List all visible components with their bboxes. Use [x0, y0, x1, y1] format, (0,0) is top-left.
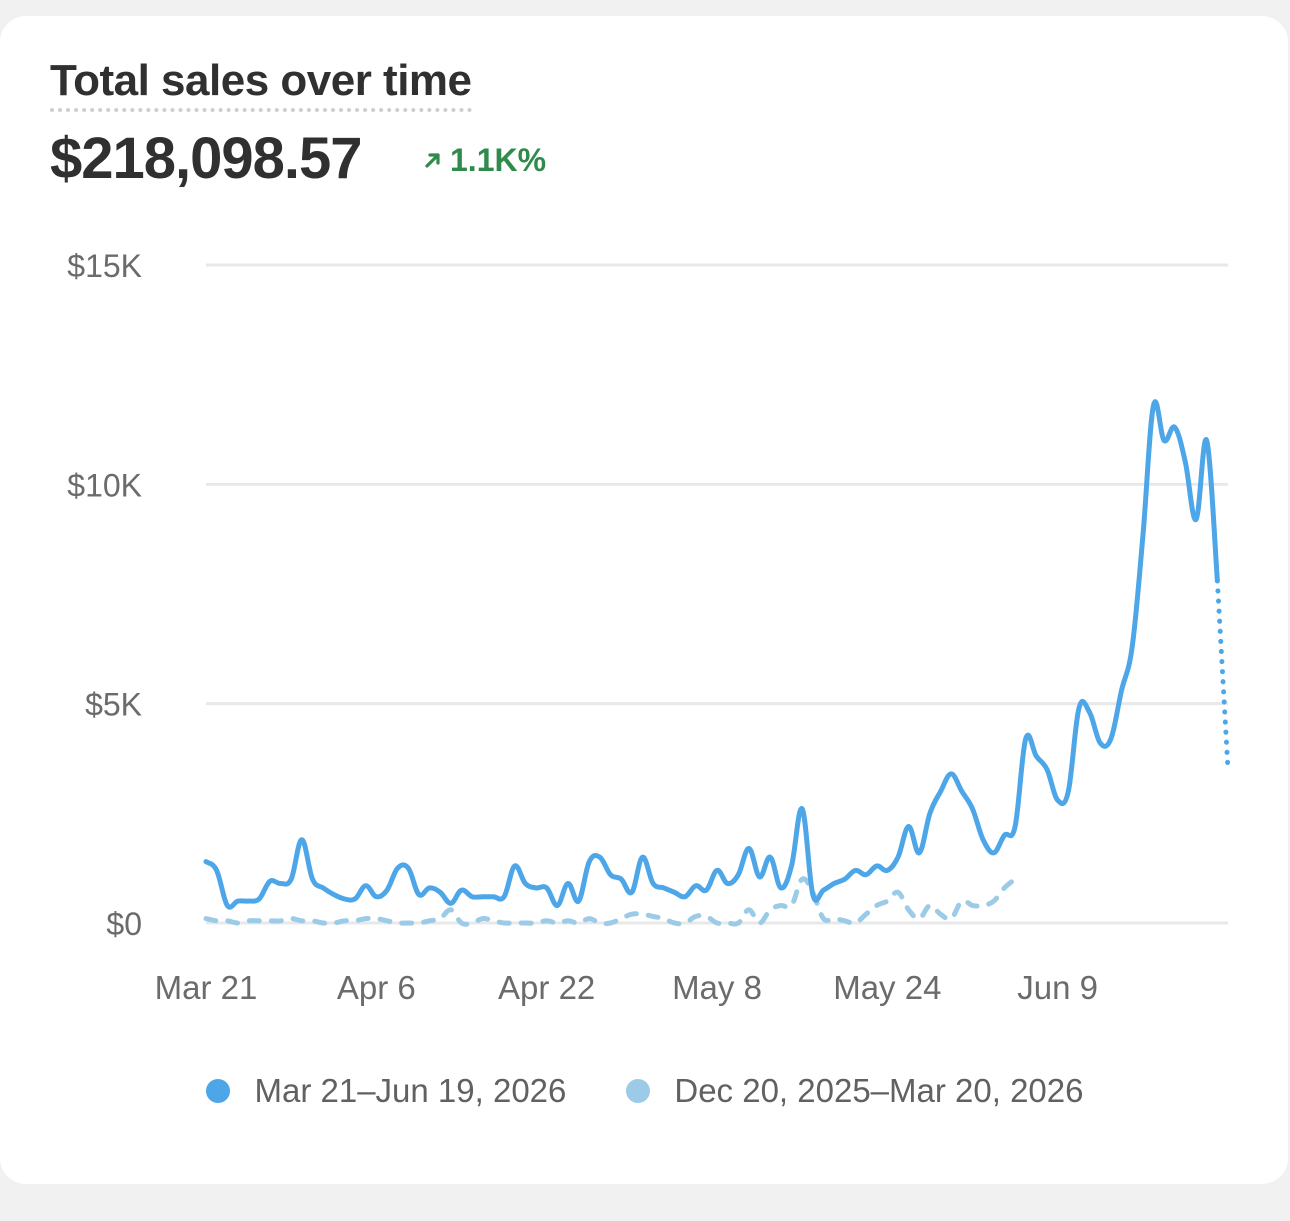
y-tick-label: $5K	[85, 687, 142, 723]
y-axis-labels: $0 $5K $10K $15K	[67, 248, 142, 942]
series-line-current-partial	[1214, 578, 1231, 772]
legend-dot-current	[206, 1079, 231, 1103]
change-percent: 1.1K%	[450, 142, 547, 178]
series-lines	[203, 399, 1231, 927]
x-tick-label: May 8	[672, 969, 762, 1006]
chart-title[interactable]: Total sales over time	[50, 56, 472, 112]
y-tick-label: $0	[106, 906, 142, 942]
legend-label-current: Mar 21–Jun 19, 2026	[254, 1072, 567, 1109]
sales-card	[0, 16, 1288, 1184]
y-tick-label: $10K	[67, 467, 142, 503]
total-sales-value: $218,098.57	[50, 126, 363, 191]
series-line-current	[203, 399, 1220, 910]
arrow-up-right-icon	[425, 153, 440, 168]
legend-item-previous[interactable]: Dec 20, 2025–Mar 20, 2026	[626, 1072, 1084, 1110]
grid-lines	[206, 263, 1228, 925]
legend-dot-previous	[626, 1079, 651, 1103]
x-axis-labels: Mar 21 Apr 6 Apr 22 May 8 May 24 Jun 9	[155, 969, 1098, 1006]
legend-item-current[interactable]: Mar 21–Jun 19, 2026	[206, 1072, 566, 1110]
x-tick-label: Mar 21	[155, 969, 258, 1006]
x-tick-label: May 24	[833, 969, 941, 1006]
chart-legend: Mar 21–Jun 19, 2026 Dec 20, 2025–Mar 20,…	[0, 1072, 1290, 1110]
y-tick-label: $15K	[67, 248, 142, 284]
x-tick-label: Apr 22	[498, 969, 595, 1006]
x-tick-label: Apr 6	[337, 969, 416, 1006]
x-tick-label: Jun 9	[1017, 969, 1098, 1006]
legend-label-previous: Dec 20, 2025–Mar 20, 2026	[674, 1072, 1084, 1109]
change-badge: 1.1K%	[422, 140, 546, 180]
series-line-previous	[203, 876, 1018, 927]
